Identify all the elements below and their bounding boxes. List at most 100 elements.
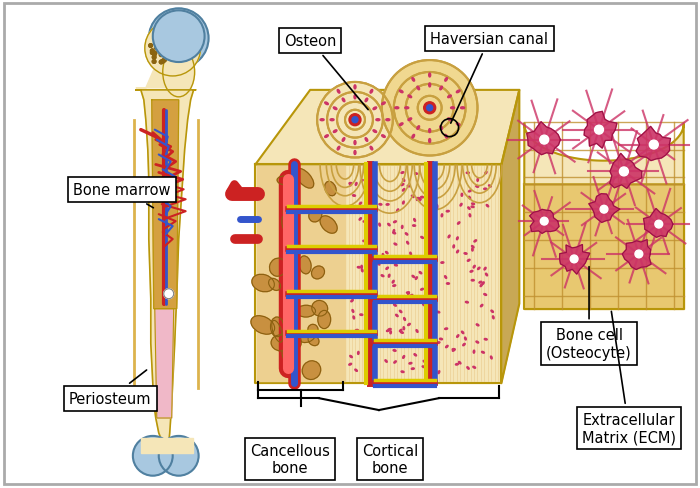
Circle shape: [650, 141, 658, 150]
Circle shape: [620, 167, 629, 177]
Ellipse shape: [414, 173, 417, 175]
Ellipse shape: [407, 292, 410, 294]
Ellipse shape: [440, 339, 442, 340]
Ellipse shape: [491, 356, 492, 359]
Ellipse shape: [412, 368, 414, 370]
Polygon shape: [622, 240, 651, 270]
Ellipse shape: [482, 352, 484, 353]
Ellipse shape: [412, 135, 414, 139]
Ellipse shape: [446, 346, 448, 348]
Circle shape: [172, 50, 176, 54]
Ellipse shape: [473, 366, 475, 368]
Ellipse shape: [422, 366, 425, 368]
Ellipse shape: [461, 107, 465, 109]
Ellipse shape: [484, 268, 486, 270]
Ellipse shape: [300, 331, 315, 343]
Circle shape: [382, 61, 477, 156]
Ellipse shape: [468, 191, 471, 192]
Circle shape: [162, 29, 166, 33]
Text: Cortical
bone: Cortical bone: [362, 443, 418, 475]
Ellipse shape: [477, 267, 480, 270]
Circle shape: [153, 52, 157, 56]
Ellipse shape: [474, 240, 477, 243]
Ellipse shape: [393, 285, 395, 287]
Ellipse shape: [458, 362, 461, 364]
Ellipse shape: [441, 262, 444, 264]
Ellipse shape: [272, 321, 283, 343]
Circle shape: [174, 33, 178, 37]
Ellipse shape: [476, 342, 479, 344]
Circle shape: [180, 42, 183, 46]
Ellipse shape: [482, 283, 484, 285]
Circle shape: [156, 44, 160, 47]
Ellipse shape: [458, 223, 460, 224]
Polygon shape: [152, 101, 178, 309]
Ellipse shape: [400, 123, 403, 126]
Polygon shape: [527, 122, 560, 155]
Ellipse shape: [416, 198, 418, 201]
Ellipse shape: [456, 123, 460, 126]
Ellipse shape: [408, 96, 412, 99]
Ellipse shape: [376, 120, 380, 122]
Polygon shape: [636, 127, 671, 161]
Ellipse shape: [469, 214, 470, 217]
Ellipse shape: [412, 79, 414, 82]
Ellipse shape: [360, 180, 363, 183]
Circle shape: [155, 32, 158, 35]
Circle shape: [155, 32, 158, 35]
Ellipse shape: [440, 87, 442, 91]
Ellipse shape: [251, 316, 274, 334]
Ellipse shape: [394, 265, 398, 266]
Ellipse shape: [297, 305, 316, 317]
Polygon shape: [643, 209, 673, 238]
Circle shape: [186, 33, 189, 37]
Ellipse shape: [356, 183, 357, 186]
Ellipse shape: [349, 183, 351, 186]
Polygon shape: [155, 309, 174, 418]
Ellipse shape: [407, 292, 410, 295]
Ellipse shape: [410, 253, 412, 256]
Circle shape: [188, 43, 192, 47]
Ellipse shape: [269, 279, 281, 291]
Ellipse shape: [456, 238, 459, 240]
Ellipse shape: [363, 241, 366, 242]
Ellipse shape: [437, 311, 440, 313]
Ellipse shape: [453, 245, 454, 248]
Ellipse shape: [354, 211, 357, 213]
Ellipse shape: [438, 371, 440, 374]
Ellipse shape: [472, 246, 474, 248]
Circle shape: [172, 49, 175, 53]
Ellipse shape: [370, 147, 372, 151]
Ellipse shape: [472, 203, 475, 205]
Circle shape: [160, 61, 163, 64]
Ellipse shape: [372, 192, 373, 195]
Circle shape: [594, 126, 603, 135]
Ellipse shape: [363, 221, 366, 223]
Ellipse shape: [281, 216, 293, 236]
Circle shape: [349, 115, 361, 126]
Circle shape: [171, 42, 174, 45]
Ellipse shape: [312, 266, 325, 279]
Ellipse shape: [370, 359, 372, 362]
Ellipse shape: [405, 233, 408, 236]
Ellipse shape: [402, 226, 403, 229]
Circle shape: [164, 51, 167, 55]
Circle shape: [159, 436, 199, 476]
Ellipse shape: [365, 99, 368, 102]
Ellipse shape: [356, 330, 358, 331]
Circle shape: [166, 26, 170, 30]
Ellipse shape: [409, 363, 412, 365]
Ellipse shape: [393, 299, 394, 302]
Circle shape: [153, 52, 157, 56]
Ellipse shape: [354, 151, 356, 155]
Circle shape: [164, 34, 168, 38]
Polygon shape: [524, 124, 684, 185]
Ellipse shape: [320, 120, 324, 122]
Circle shape: [165, 41, 169, 45]
Circle shape: [153, 61, 156, 64]
Ellipse shape: [444, 328, 447, 330]
Ellipse shape: [412, 276, 414, 278]
Ellipse shape: [460, 204, 462, 206]
Ellipse shape: [382, 136, 385, 138]
Ellipse shape: [441, 214, 442, 217]
